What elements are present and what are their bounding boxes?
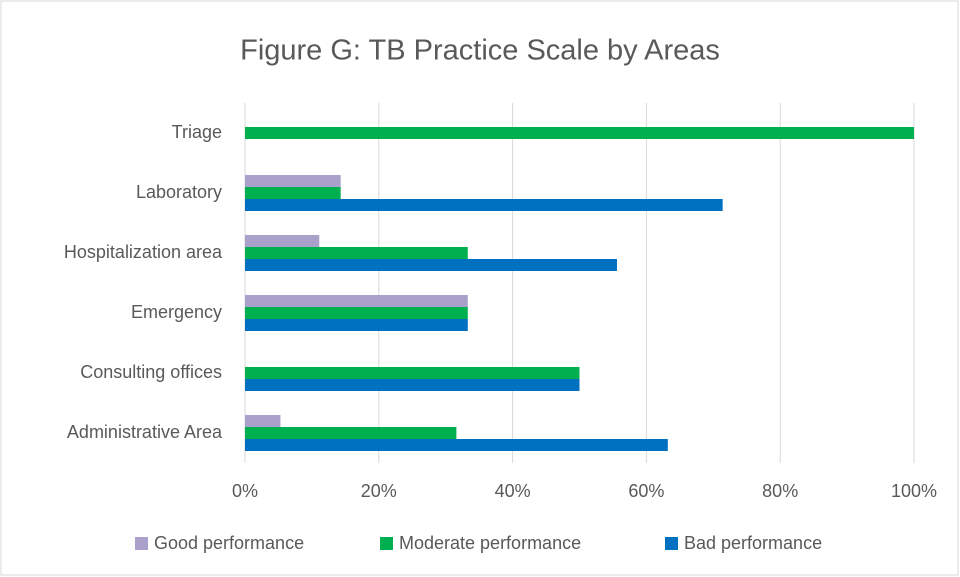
bar [245,307,468,319]
x-tick-label: 40% [495,481,531,501]
bar [245,247,468,259]
bar [245,415,281,427]
legend-swatch [665,537,678,550]
legend-swatch [135,537,148,550]
y-tick-label: Triage [172,122,222,142]
bar [245,379,580,391]
x-tick-label: 0% [232,481,258,501]
bar [245,319,468,331]
legend-swatch [380,537,393,550]
x-tick-label: 100% [891,481,937,501]
legend-label: Good performance [154,533,304,553]
x-tick-label: 20% [361,481,397,501]
bar [245,427,457,439]
chart-title: Figure G: TB Practice Scale by Areas [240,35,720,67]
x-tick-label: 60% [628,481,664,501]
y-tick-label: Emergency [131,302,222,322]
bar [245,439,668,451]
bar [245,367,580,379]
bar [245,199,723,211]
y-tick-label: Administrative Area [67,422,223,442]
x-tick-label: 80% [762,481,798,501]
bar [245,187,341,199]
legend-label: Bad performance [684,533,822,553]
legend-label: Moderate performance [399,533,581,553]
y-tick-label: Consulting offices [80,362,222,382]
bar [245,175,341,187]
bar [245,235,320,247]
bar [245,127,914,139]
y-tick-label: Hospitalization area [64,242,223,262]
y-tick-label: Laboratory [136,182,222,202]
bar [245,295,468,307]
bar [245,259,617,271]
